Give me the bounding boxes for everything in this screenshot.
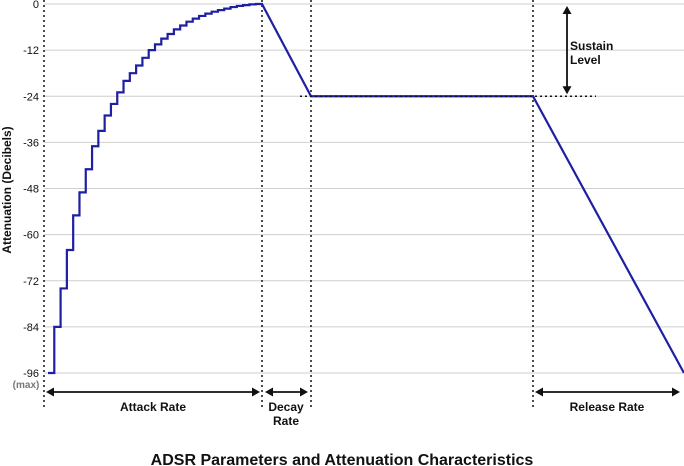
range-arrows	[46, 6, 680, 397]
attack-rate-label: Attack Rate	[120, 400, 186, 414]
sustain-label-line2: Level	[570, 53, 601, 67]
y-tick-label: -48	[23, 184, 39, 196]
decay-rate-label-line1: Decay	[268, 400, 304, 414]
y-tick-label: -12	[23, 45, 39, 57]
y-axis-label: Attenuation (Decibels)	[0, 126, 14, 253]
chart-title: ADSR Parameters and Attenuation Characte…	[151, 452, 534, 466]
y-tick-label: 0	[33, 0, 39, 11]
sustain-label-line1: Sustain	[570, 39, 613, 53]
envelope-line	[48, 2, 684, 375]
release-rate-label: Release Rate	[570, 400, 645, 414]
y-tick-label: -72	[23, 276, 39, 288]
y-tick-label: -84	[23, 322, 39, 334]
y-tick-label: -24	[23, 91, 39, 103]
phase-dividers	[43, 0, 534, 410]
attack-rate-arrow	[46, 387, 260, 397]
sustain-level-arrow	[562, 6, 572, 95]
y-tick-label: -96	[23, 368, 39, 380]
y-tick-label: -60	[23, 230, 39, 242]
y-tick-label: -36	[23, 137, 39, 149]
release-rate-arrow	[535, 387, 680, 397]
decay-rate-label-line2: Rate	[273, 414, 299, 428]
max-label: (max)	[13, 380, 40, 391]
decay-rate-arrow	[265, 387, 308, 397]
y-axis-ticks: 0 -12 -24 -36 -48 -60 -72 -84 -96	[23, 0, 39, 380]
